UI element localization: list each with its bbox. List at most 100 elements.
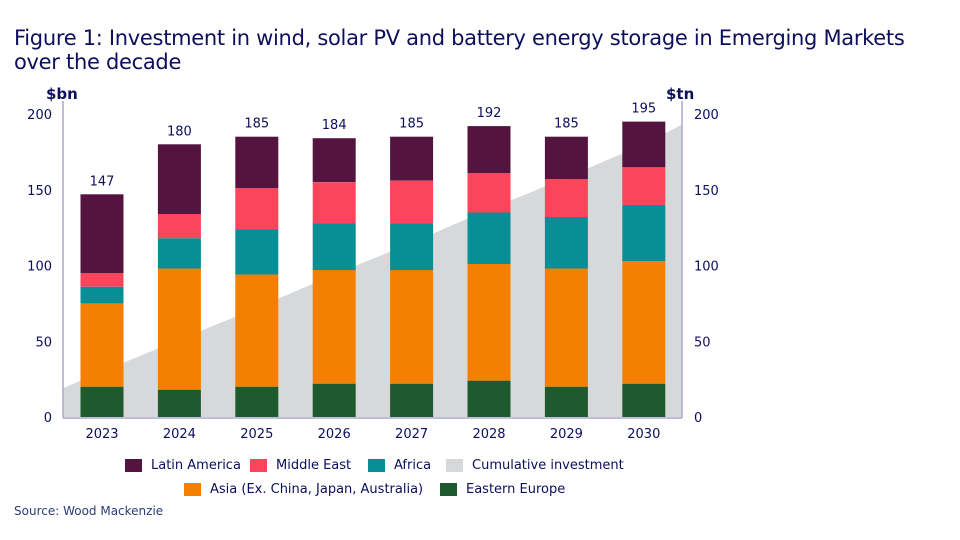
bar-group-2026 xyxy=(312,138,356,417)
total-label: 192 xyxy=(477,106,502,121)
africa-swatch xyxy=(368,459,385,472)
bar-segment-middle-east xyxy=(544,179,588,217)
total-label: 147 xyxy=(90,174,115,189)
bar-group-2029 xyxy=(544,136,588,417)
middle-east-swatch xyxy=(250,459,267,472)
legend-label: Eastern Europe xyxy=(466,482,566,497)
total-label: 185 xyxy=(244,117,269,132)
bar-group-2023 xyxy=(80,194,124,417)
bar-segment-eastern-europe xyxy=(467,380,511,417)
legend-label: Cumulative investment xyxy=(472,458,624,473)
bar-segment-eastern-europe xyxy=(235,386,279,417)
bar-segment-africa xyxy=(622,204,666,261)
left-y-tick-label: 50 xyxy=(35,335,52,350)
bar-segment-africa xyxy=(390,223,434,271)
x-tick-label: 2023 xyxy=(85,427,118,442)
bar-segment-eastern-europe xyxy=(157,389,201,417)
x-tick-label: 2029 xyxy=(550,427,583,442)
total-label: 185 xyxy=(399,117,424,132)
x-tick-label: 2027 xyxy=(395,427,428,442)
right-y-tick-label: 100 xyxy=(694,260,719,275)
bar-segment-latin-america xyxy=(80,194,124,274)
total-label: 185 xyxy=(554,117,579,132)
legend-label: Asia (Ex. China, Japan, Australia) xyxy=(210,482,424,497)
bar-segment-middle-east xyxy=(235,188,279,230)
x-tick-label: 2030 xyxy=(627,427,660,442)
bar-segment-asia xyxy=(235,274,279,387)
bar-segment-eastern-europe xyxy=(312,383,356,417)
legend-item-middle-east: Middle East xyxy=(250,458,351,473)
chart-title: Figure 1: Investment in wind, solar PV a… xyxy=(14,26,905,74)
legend-label: Africa xyxy=(394,458,432,473)
legend-item-cumulative: Cumulative investment xyxy=(446,458,624,473)
bar-segment-latin-america xyxy=(390,136,434,181)
bar-segment-eastern-europe xyxy=(80,386,124,417)
bar-segment-middle-east xyxy=(312,182,356,224)
bar-segment-eastern-europe xyxy=(390,383,434,417)
right-y-tick-label: 0 xyxy=(694,411,702,426)
bar-segment-asia xyxy=(544,268,588,387)
bar-segment-asia xyxy=(467,264,511,381)
left-axis-unit: $bn xyxy=(46,85,78,103)
right-y-tick-label: 50 xyxy=(694,335,711,350)
bar-segment-latin-america xyxy=(467,126,511,174)
bar-group-2024 xyxy=(157,144,201,417)
bar-segment-latin-america xyxy=(312,138,356,183)
label-layer: 147 2023 180 2024 185 2025 184 2026 185 2027 192 20… xyxy=(27,102,719,442)
bar-segment-middle-east xyxy=(390,180,434,224)
eastern-europe-swatch xyxy=(440,483,457,496)
total-label: 195 xyxy=(631,102,656,117)
bar-group-2030 xyxy=(622,121,666,417)
bar-segment-middle-east xyxy=(80,273,124,287)
bar-segment-africa xyxy=(312,223,356,271)
bar-segment-africa xyxy=(235,229,279,275)
bar-segment-middle-east xyxy=(467,173,511,213)
x-tick-label: 2028 xyxy=(472,427,505,442)
right-y-tick-label: 200 xyxy=(694,108,719,123)
total-label: 184 xyxy=(322,118,347,133)
bar-segment-latin-america xyxy=(622,121,666,168)
bar-segment-asia xyxy=(390,270,434,384)
legend-item-africa: Africa xyxy=(368,458,431,473)
source-note: Source: Wood Mackenzie xyxy=(14,504,164,518)
bar-segment-africa xyxy=(544,217,588,269)
legend-item-asia: Asia (Ex. China, Japan, Australia) xyxy=(184,482,423,497)
bar-segment-asia xyxy=(157,268,201,390)
cumulative-area-layer xyxy=(63,124,682,417)
bar-segment-middle-east xyxy=(622,167,666,205)
bar-segment-middle-east xyxy=(157,214,201,239)
legend-item-eastern-europe: Eastern Europe xyxy=(440,482,565,497)
x-tick-label: 2024 xyxy=(163,427,196,442)
bar-segment-asia xyxy=(312,270,356,384)
bar-segment-eastern-europe xyxy=(622,383,666,417)
total-label: 180 xyxy=(167,124,192,139)
bar-segment-latin-america xyxy=(157,144,201,214)
bar-segment-africa xyxy=(80,286,124,304)
legend-item-latin-america: Latin America xyxy=(125,458,241,473)
bar-group-2025 xyxy=(235,136,279,417)
right-axis-unit: $tn xyxy=(666,85,694,103)
left-y-tick-label: 150 xyxy=(27,184,52,199)
legend-label: Middle East xyxy=(276,458,352,473)
left-y-tick-label: 0 xyxy=(44,411,52,426)
bar-segment-asia xyxy=(622,261,666,384)
x-tick-label: 2025 xyxy=(240,427,273,442)
bar-segment-eastern-europe xyxy=(544,386,588,417)
x-tick-label: 2026 xyxy=(318,427,351,442)
bar-segment-asia xyxy=(80,303,124,387)
bar-layer xyxy=(80,121,666,417)
axis-layer: $bn $tn xyxy=(46,85,694,419)
legend-label: Latin America xyxy=(151,458,241,473)
bar-group-2027 xyxy=(390,136,434,417)
asia-swatch xyxy=(184,483,201,496)
latin-america-swatch xyxy=(125,459,142,472)
bar-segment-africa xyxy=(157,238,201,269)
cumulative-swatch xyxy=(446,459,463,472)
cumulative-investment-area xyxy=(63,124,682,417)
left-y-tick-label: 200 xyxy=(27,108,52,123)
bar-group-2028 xyxy=(467,126,511,417)
right-y-tick-label: 150 xyxy=(694,184,719,199)
bar-segment-africa xyxy=(467,212,511,264)
left-y-tick-label: 100 xyxy=(27,260,52,275)
